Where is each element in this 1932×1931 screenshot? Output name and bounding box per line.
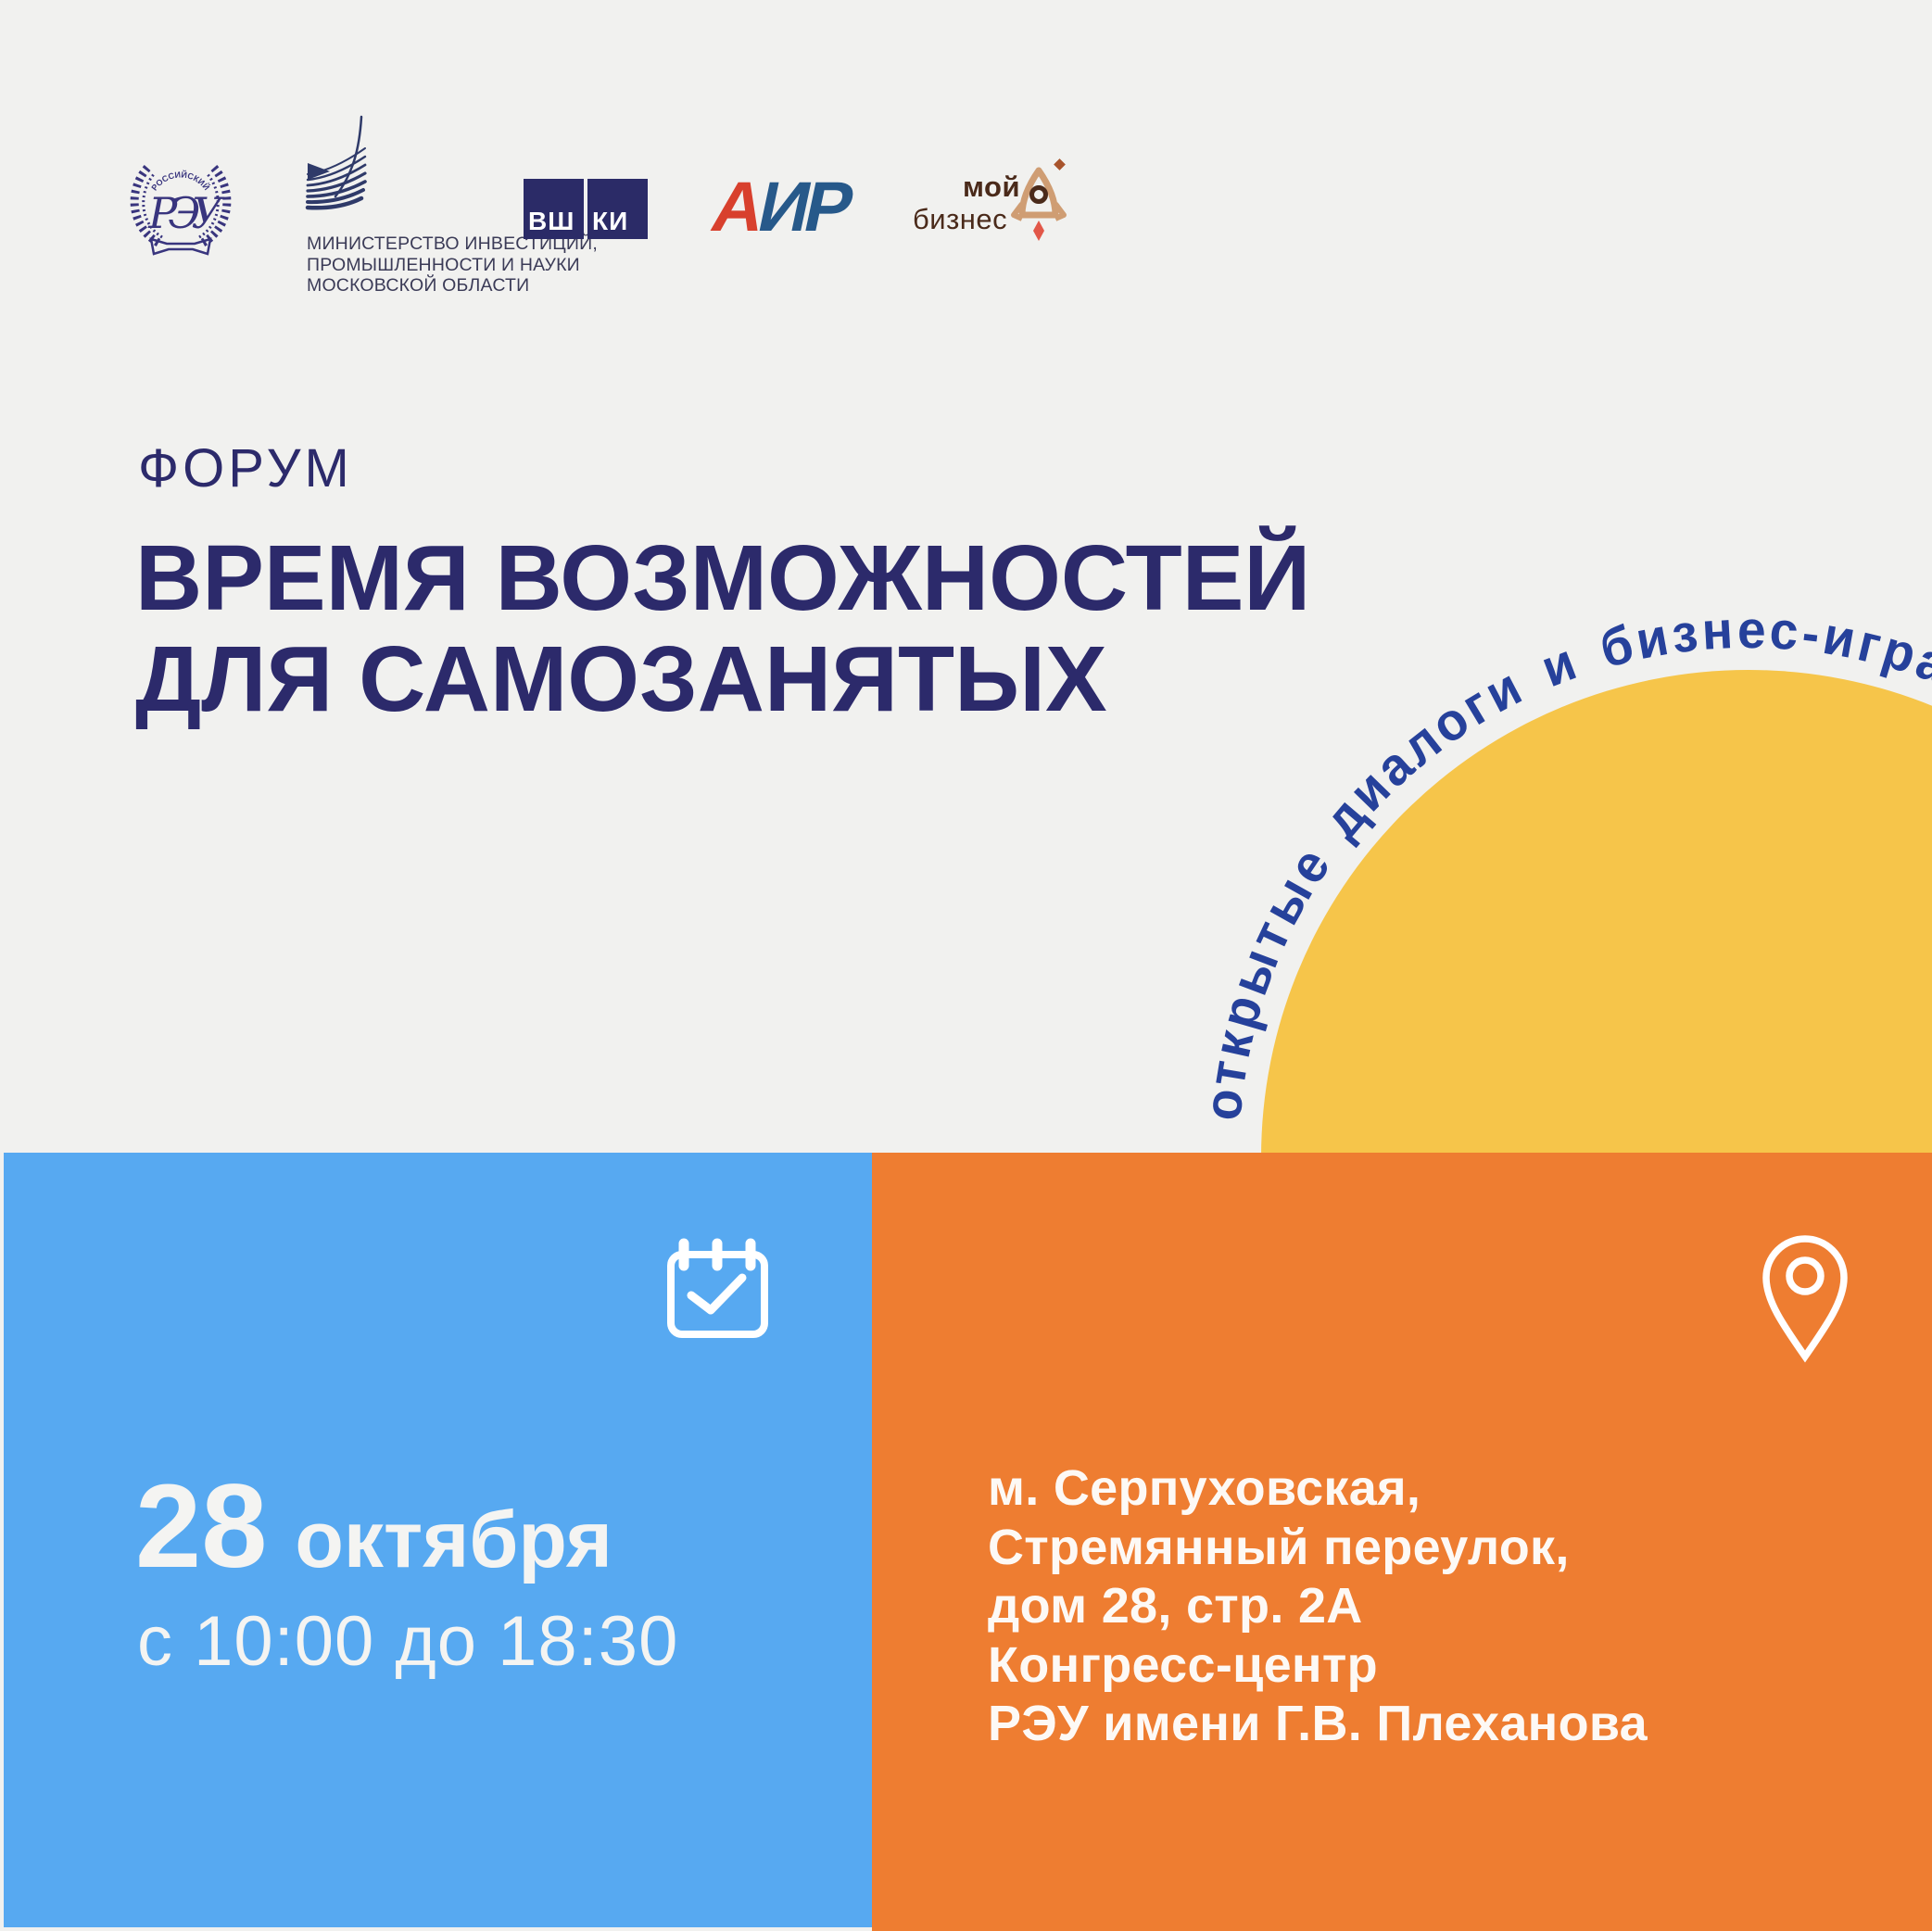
title-line-2: ДЛЯ САМОЗАНЯТЫХ xyxy=(135,627,1107,731)
venue-line-metro: м. Серпуховская, xyxy=(988,1460,1421,1516)
event-month: октября xyxy=(295,1496,612,1584)
moy-biznes-line2: бизнес xyxy=(913,203,1008,235)
arc-banner-text: открытые диалоги и бизнес-игра xyxy=(1193,600,1932,1123)
vshki-letters-vsh: ВШ xyxy=(528,207,575,235)
venue-address: м. Серпуховская, Стремянный переулок, до… xyxy=(988,1459,1648,1754)
page-title: ВРЕМЯ ВОЗМОЖНОСТЕЙ ДЛЯ САМОЗАНЯТЫХ xyxy=(135,528,1310,730)
svg-text:открытые диалоги и бизнес-игра: открытые диалоги и бизнес-игра xyxy=(1193,600,1932,1123)
venue-panel xyxy=(872,1153,1932,1931)
ministry-wing-icon xyxy=(305,115,367,210)
vshki-logo-square-2: КИ xyxy=(587,179,648,239)
vshki-logo-square-1: ВШ xyxy=(524,179,584,239)
date-panel xyxy=(4,1153,872,1927)
vshki-letters-ki: КИ xyxy=(592,207,629,235)
title-line-1: ВРЕМЯ ВОЗМОЖНОСТЕЙ xyxy=(135,526,1311,630)
kicker-forum: ФОРУМ xyxy=(138,438,353,499)
venue-line-university: РЭУ имени Г.В. Плеханова xyxy=(988,1696,1648,1751)
event-time: с 10:00 до 18:30 xyxy=(137,1602,679,1681)
event-day: 28 xyxy=(135,1460,268,1593)
venue-line-congress: Конгресс-центр xyxy=(988,1636,1378,1693)
event-date: 28 октября xyxy=(135,1458,612,1595)
moy-biznes-line1: мой xyxy=(963,170,1021,203)
ministry-arrow-shape xyxy=(308,163,330,180)
reu-plekhanov-emblem-icon: РОССИЙСКИЙ РЭУ xyxy=(130,163,234,256)
moy-biznes-logo: мой бизнес xyxy=(913,170,1021,235)
venue-line-street: Стремянный переулок, xyxy=(988,1519,1570,1575)
location-pin-icon xyxy=(1762,1235,1848,1363)
rocket-icon xyxy=(1011,158,1067,241)
venue-line-building: дом 28, стр. 2А xyxy=(988,1578,1363,1634)
calendar-check-icon xyxy=(667,1238,768,1338)
